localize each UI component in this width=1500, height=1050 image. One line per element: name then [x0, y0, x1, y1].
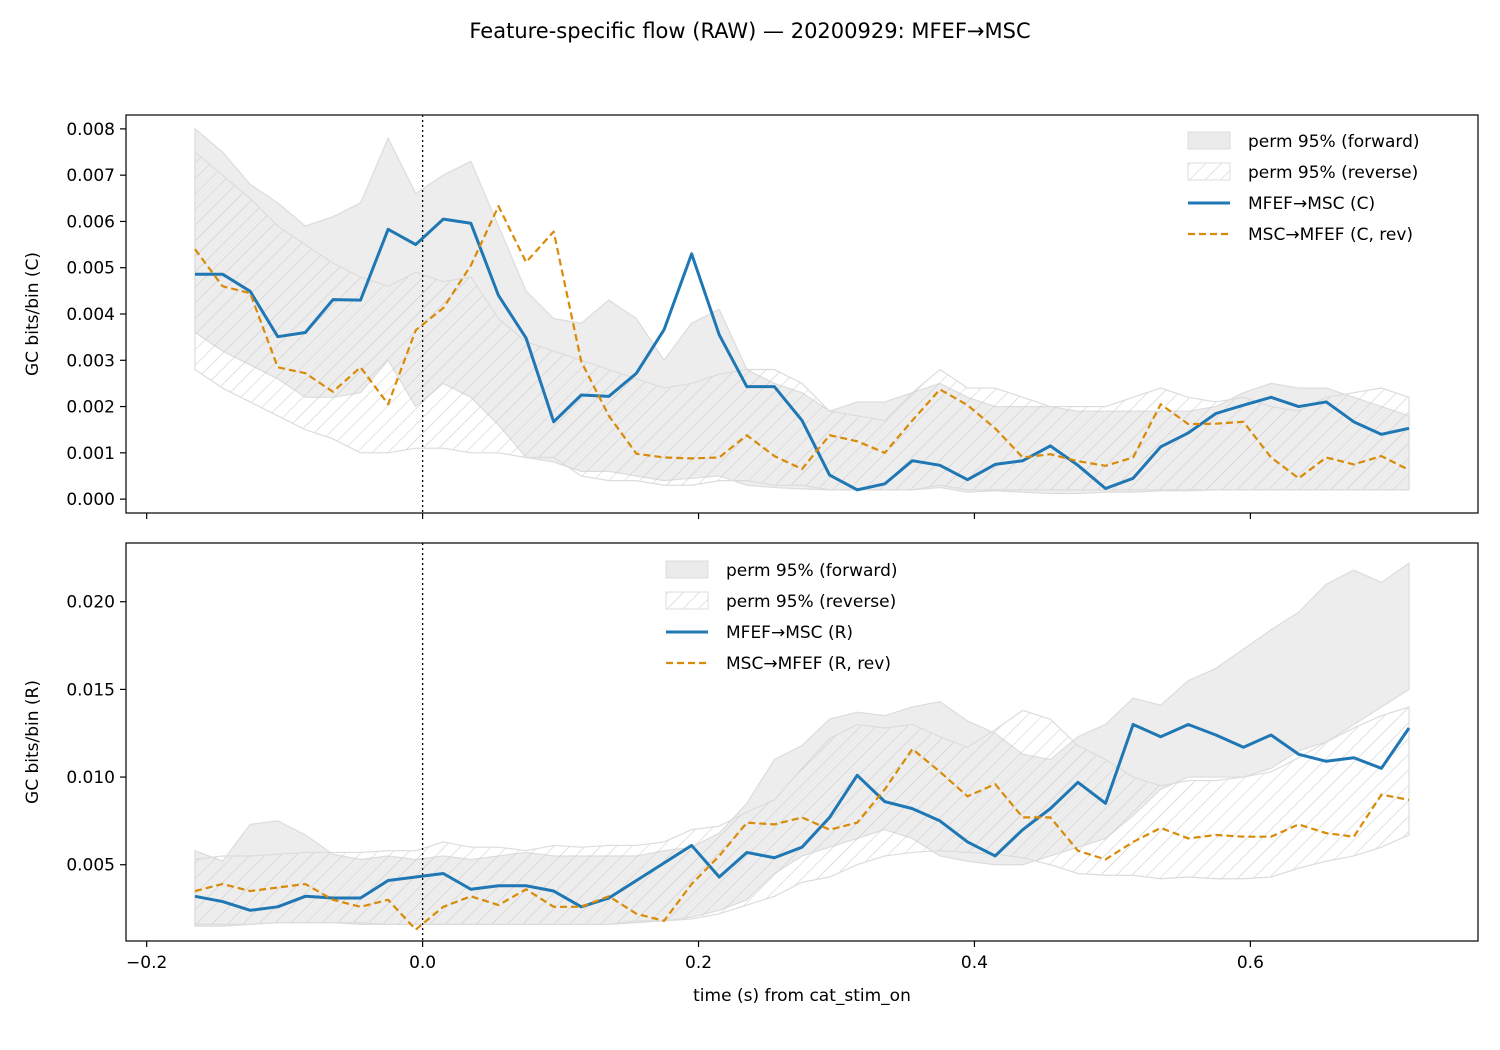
- y-tick-label: 0.005: [66, 259, 115, 279]
- legend-label: perm 95% (forward): [1248, 132, 1420, 152]
- y-tick-label: 0.007: [66, 166, 115, 186]
- y-tick-label: 0.001: [66, 444, 115, 464]
- x-tick-label: 0.0: [409, 953, 436, 973]
- legend-label: MSC→MFEF (R, rev): [726, 654, 891, 674]
- bottom-panel: −0.2 0.0 0.2 0.4 0.6 0.005 0.010 0.015 0.020 GC b…: [23, 542, 1479, 1006]
- y-tick-label: 0.010: [66, 768, 115, 788]
- x-axis-label: time (s) from cat_stim_on: [693, 986, 911, 1006]
- legend-swatch-forward-band: [1187, 131, 1231, 150]
- y-tick-label: 0.002: [66, 398, 115, 418]
- x-tick-label: −0.2: [126, 953, 167, 973]
- y-tick-label: 0.003: [66, 351, 115, 371]
- forward-series-line: [194, 722, 1411, 912]
- y-tick-label: 0.020: [66, 593, 115, 613]
- figure-title: Feature-specific flow (RAW) — 20200929: …: [469, 19, 1030, 43]
- y-tick-label: 0.015: [66, 680, 115, 700]
- y-tick-label: 0.000: [66, 490, 115, 510]
- reverse-perm-band: [194, 150, 1410, 491]
- x-tick-label: 0.6: [1237, 953, 1264, 973]
- y-axis-label: GC bits/bin (R): [23, 680, 43, 804]
- legend-swatch-reverse-band: [665, 591, 709, 610]
- legend-label: perm 95% (forward): [726, 561, 898, 581]
- reverse-perm-band: [194, 706, 1410, 925]
- y-tick-label: 0.004: [66, 305, 115, 325]
- x-tick-label: 0.2: [685, 953, 712, 973]
- y-tick-label: 0.005: [66, 856, 115, 876]
- legend-swatch-reverse-band: [1187, 162, 1231, 181]
- y-tick-label: 0.006: [66, 212, 115, 232]
- top-panel: 0.000 0.001 0.002 0.003 0.004 0.005 0.006 0.007…: [23, 114, 1479, 519]
- reverse-series-line: [194, 747, 1410, 931]
- reverse-series-line: [194, 205, 1410, 480]
- x-tick-label: 0.4: [961, 953, 988, 973]
- legend-label: MFEF→MSC (R): [726, 623, 853, 643]
- plot-area: [194, 543, 1411, 941]
- legend: perm 95% (forward) perm 95% (reverse) MFEF…: [1187, 131, 1420, 245]
- legend-swatch-forward-band: [665, 560, 709, 579]
- axes-frame: [125, 542, 1479, 942]
- legend-label: MFEF→MSC (C): [1248, 194, 1375, 214]
- y-axis-label: GC bits/bin (C): [23, 252, 43, 376]
- legend: perm 95% (forward) perm 95% (reverse) MFEF…: [665, 560, 898, 674]
- legend-label: MSC→MFEF (C, rev): [1248, 225, 1413, 245]
- plot-area: [194, 115, 1410, 513]
- legend-label: perm 95% (reverse): [726, 592, 896, 612]
- forward-series-line: [194, 217, 1410, 492]
- y-tick-label: 0.008: [66, 120, 115, 140]
- legend-label: perm 95% (reverse): [1248, 163, 1418, 183]
